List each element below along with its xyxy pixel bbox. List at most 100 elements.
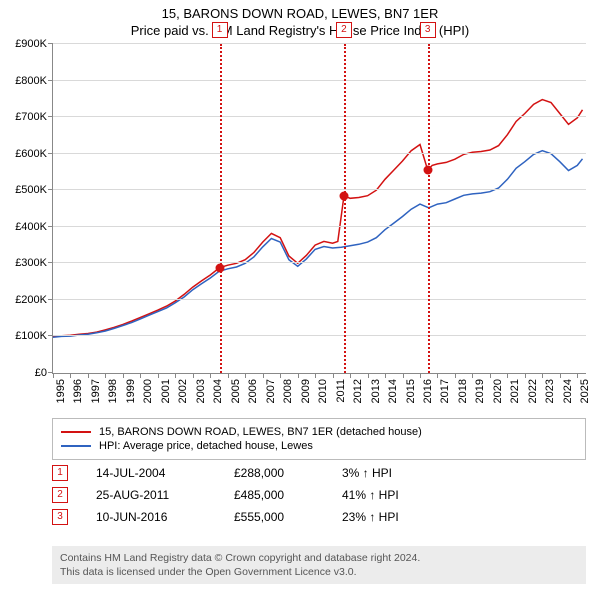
page-subtitle: Price paid vs. HM Land Registry's House …	[0, 21, 600, 38]
sale-price: £485,000	[234, 488, 314, 502]
x-tick-label: 2015	[405, 379, 417, 403]
y-tick-label: £700K	[15, 111, 47, 123]
x-tick-label: 2019	[474, 379, 486, 403]
x-tick	[88, 373, 89, 378]
gridline	[53, 116, 586, 117]
x-tick-label: 1995	[55, 379, 67, 403]
x-tick	[193, 373, 194, 378]
x-tick-label: 2016	[422, 379, 434, 403]
y-tick	[48, 262, 53, 263]
x-tick	[298, 373, 299, 378]
legend-swatch	[61, 445, 91, 447]
legend-item: HPI: Average price, detached house, Lewe…	[61, 440, 577, 452]
y-tick-label: £0	[35, 367, 47, 379]
x-tick	[175, 373, 176, 378]
sale-marker-box: 3	[420, 22, 436, 38]
series-price	[53, 100, 583, 337]
x-tick-label: 2023	[544, 379, 556, 403]
x-tick	[472, 373, 473, 378]
gridline	[53, 335, 586, 336]
x-tick	[263, 373, 264, 378]
page-title: 15, BARONS DOWN ROAD, LEWES, BN7 1ER	[0, 0, 600, 21]
x-tick	[403, 373, 404, 378]
x-tick	[70, 373, 71, 378]
x-tick-label: 2001	[160, 379, 172, 403]
gridline	[53, 43, 586, 44]
x-tick-label: 2009	[300, 379, 312, 403]
x-tick	[507, 373, 508, 378]
legend-swatch	[61, 431, 91, 433]
y-tick	[48, 153, 53, 154]
x-tick	[420, 373, 421, 378]
x-tick-label: 2010	[317, 379, 329, 403]
x-tick-label: 1999	[125, 379, 137, 403]
gridline	[53, 189, 586, 190]
chart: £0£100K£200K£300K£400K£500K£600K£700K£80…	[8, 44, 592, 374]
plot-area: £0£100K£200K£300K£400K£500K£600K£700K£80…	[52, 44, 586, 374]
sale-delta: 41% ↑ HPI	[342, 488, 399, 502]
x-tick	[525, 373, 526, 378]
y-tick-label: £400K	[15, 221, 47, 233]
x-tick-label: 2024	[562, 379, 574, 403]
sale-delta: 23% ↑ HPI	[342, 510, 399, 524]
y-tick-label: £200K	[15, 294, 47, 306]
sale-date: 14-JUL-2004	[96, 466, 206, 480]
sale-point-dot	[215, 263, 224, 272]
x-tick-label: 2020	[492, 379, 504, 403]
sale-row: 2 25-AUG-2011 £485,000 41% ↑ HPI	[52, 484, 586, 506]
sale-number-box: 2	[52, 487, 68, 503]
x-tick	[368, 373, 369, 378]
x-tick-label: 2007	[265, 379, 277, 403]
x-tick-label: 2006	[247, 379, 259, 403]
x-tick	[123, 373, 124, 378]
y-tick	[48, 80, 53, 81]
legend-item: 15, BARONS DOWN ROAD, LEWES, BN7 1ER (de…	[61, 426, 577, 438]
sale-point-dot	[339, 191, 348, 200]
x-tick-label: 2005	[230, 379, 242, 403]
y-tick	[48, 299, 53, 300]
x-tick	[350, 373, 351, 378]
y-tick-label: £900K	[15, 38, 47, 50]
legend: 15, BARONS DOWN ROAD, LEWES, BN7 1ER (de…	[52, 418, 586, 460]
sale-marker-line	[344, 44, 346, 373]
x-tick	[315, 373, 316, 378]
sale-marker-box: 1	[212, 22, 228, 38]
gridline	[53, 153, 586, 154]
attribution-line: This data is licensed under the Open Gov…	[60, 565, 578, 579]
x-tick-label: 2002	[177, 379, 189, 403]
x-tick	[228, 373, 229, 378]
x-tick	[140, 373, 141, 378]
x-tick	[105, 373, 106, 378]
y-tick	[48, 43, 53, 44]
x-tick-label: 2025	[579, 379, 591, 403]
sale-marker-line	[428, 44, 430, 373]
sale-row: 114-JUL-2004£288,0003% ↑ HPI	[52, 462, 586, 484]
y-tick-label: £800K	[15, 75, 47, 87]
sale-delta: 3% ↑ HPI	[342, 466, 392, 480]
y-tick-label: £300K	[15, 257, 47, 269]
attribution: Contains HM Land Registry data © Crown c…	[52, 546, 586, 584]
x-tick-label: 1996	[72, 379, 84, 403]
sale-price: £288,000	[234, 466, 314, 480]
x-tick-label: 1998	[107, 379, 119, 403]
sale-marker-box: 2	[336, 22, 352, 38]
sale-row: 310-JUN-2016£555,00023% ↑ HPI	[52, 506, 586, 528]
x-tick-label: 2012	[352, 379, 364, 403]
x-tick-label: 1997	[90, 379, 102, 403]
y-tick	[48, 335, 53, 336]
gridline	[53, 262, 586, 263]
x-tick	[437, 373, 438, 378]
sale-price: £555,000	[234, 510, 314, 524]
sale-number-box: 3	[52, 509, 68, 525]
sale-marker-line	[220, 44, 222, 373]
gridline	[53, 80, 586, 81]
gridline	[53, 226, 586, 227]
gridline	[53, 299, 586, 300]
x-tick-label: 2021	[509, 379, 521, 403]
chart-lines	[53, 44, 586, 373]
x-tick-label: 2017	[439, 379, 451, 403]
sale-date: 25-AUG-2011	[96, 488, 206, 502]
sales-table: 114-JUL-2004£288,0003% ↑ HPI225-AUG-2011…	[52, 462, 586, 528]
y-tick-label: £100K	[15, 330, 47, 342]
x-tick	[158, 373, 159, 378]
